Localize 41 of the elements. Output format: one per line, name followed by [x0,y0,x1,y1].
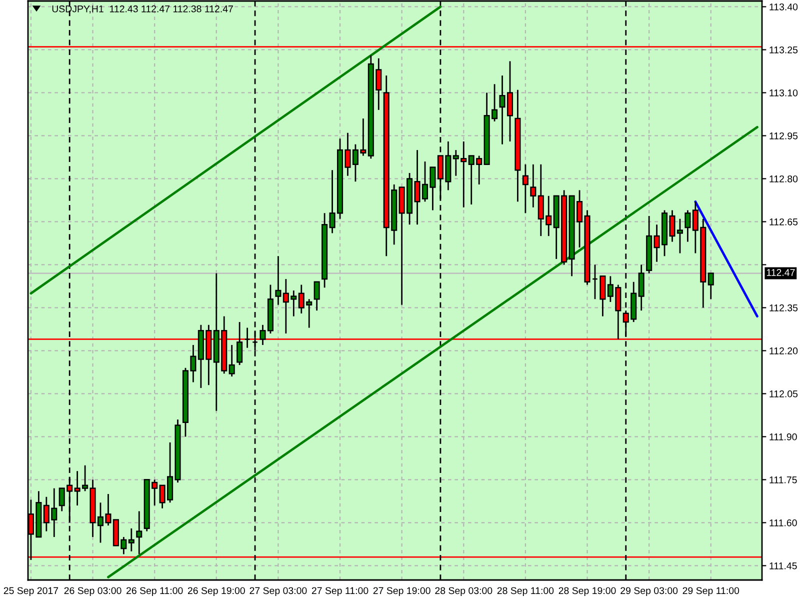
y-tick-label: 113.10 [770,89,798,96]
y-tick-label: 111.45 [770,562,797,570]
x-tick-label: 29 Sep 03:00 [620,587,678,596]
y-tick-label: 112.35 [770,304,798,312]
x-tick-label: 26 Sep 03:00 [64,587,122,596]
chart-title: USDJPY,H1 112.43 112.47 112.38 112.47 [52,5,233,14]
y-tick-label: 112.20 [770,347,798,354]
y-tick-label: 111.75 [770,476,797,484]
y-tick-label: 112.05 [770,390,798,398]
x-tick-label: 26 Sep 19:00 [188,587,245,596]
y-tick-label: 112.80 [770,175,798,182]
x-tick-label: 28 Sep 03:00 [435,587,492,596]
x-tick-label: 27 Sep 11:00 [312,587,368,596]
y-tick-label: 113.40 [770,3,798,10]
x-tick-label: 25 Sep 2017 [4,587,58,596]
ref-line-label: 112.47 [766,269,795,276]
x-tick-label: 29 Sep 11:00 [682,587,740,596]
x-tick-label: 27 Sep 03:00 [250,587,307,596]
y-tick-label: 112.95 [770,132,798,140]
candlestick [638,264,644,312]
y-tick-label: 111.90 [770,433,797,440]
candlestick [236,321,243,366]
x-tick-label: 26 Sep 11:00 [126,587,183,596]
candlestick [275,255,282,306]
y-tick-label: 112.65 [770,218,798,226]
x-tick-label: 27 Sep 19:00 [373,587,430,596]
candlestick [136,510,142,555]
candlestick [244,327,250,349]
candlestick [530,164,536,208]
x-tick-label: 28 Sep 19:00 [558,587,616,596]
candlestick [522,164,528,214]
candlestick [592,264,598,300]
x-tick-label: 28 Sep 11:00 [497,587,554,596]
candlestick [708,272,714,300]
y-tick-label: 111.60 [770,519,797,526]
candlestick [684,210,691,242]
candlestick [600,275,606,317]
candlestick [314,281,320,312]
candlestick [128,528,134,552]
candlestick [228,344,235,378]
y-tick-label: 113.25 [770,46,798,54]
